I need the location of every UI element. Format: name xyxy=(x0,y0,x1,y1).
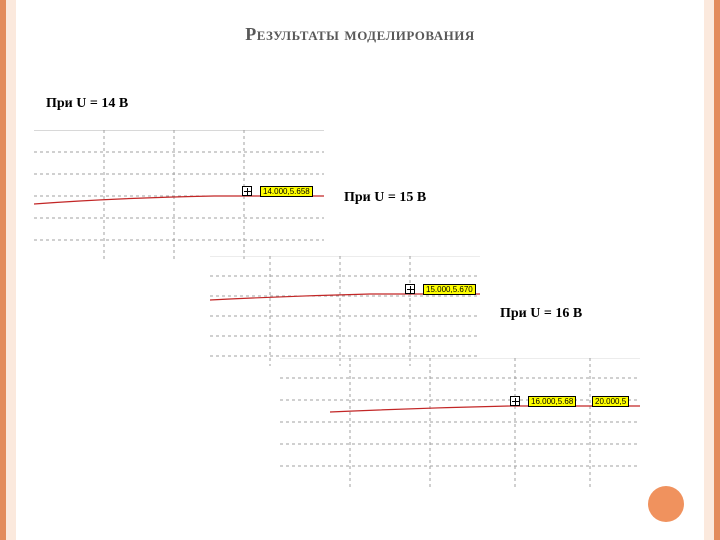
slide-border-right xyxy=(704,0,720,540)
border-inner xyxy=(6,0,16,540)
section-label: При U = 14 В xyxy=(46,96,128,112)
plot: 14.000,5.658 xyxy=(34,130,324,260)
value-label: 16.000,5.68 xyxy=(528,396,576,407)
section-label: При U = 15 В xyxy=(344,190,426,206)
accent-circle-icon xyxy=(648,486,684,522)
value-label: 20.000,5 xyxy=(592,396,629,407)
border-outer xyxy=(714,0,720,540)
plot-svg xyxy=(280,358,640,488)
border-inner xyxy=(704,0,714,540)
plot: 16.000,5.68 20.000,5 xyxy=(280,358,640,488)
value-label: 15.000,5.670 xyxy=(423,284,476,295)
slide-border-left xyxy=(0,0,16,540)
cursor-marker-icon xyxy=(405,284,415,294)
page-title: Результаты моделирования xyxy=(0,24,720,45)
section-label: При U = 16 В xyxy=(500,306,582,322)
cursor-marker-icon xyxy=(510,396,520,406)
value-label: 14.000,5.658 xyxy=(260,186,313,197)
plot: 15.000,5.670 xyxy=(210,256,480,366)
plot-svg xyxy=(210,256,480,366)
cursor-marker-icon xyxy=(242,186,252,196)
